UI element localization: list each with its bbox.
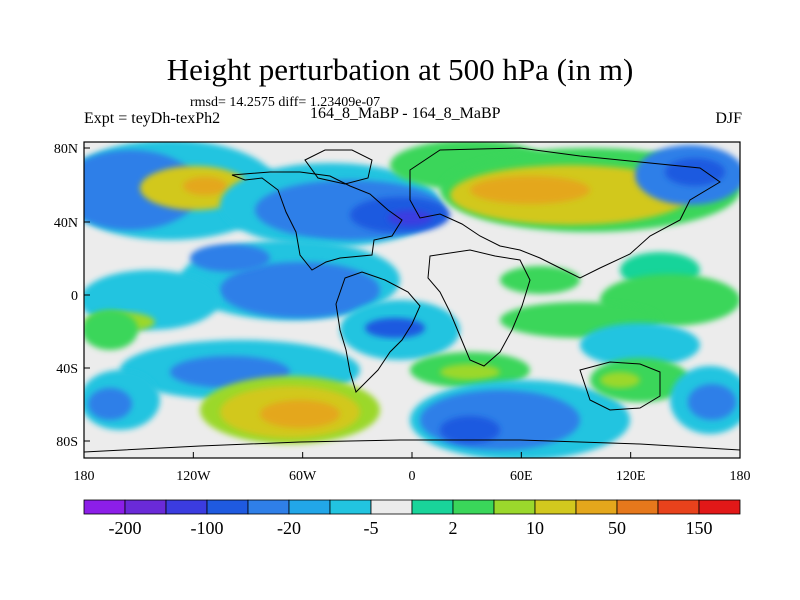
longitude-tick-label: 120W <box>176 469 211 484</box>
greenland-outline <box>304 149 373 185</box>
longitude-tick-label: 60E <box>510 469 533 484</box>
colorbar-swatch <box>329 499 372 515</box>
longitude-axis: 180 120W 60W 0 60E 120E 180 <box>74 452 751 484</box>
colorbar-swatch <box>657 499 700 515</box>
run-label: 164_8_MaBP - 164_8_MaBP <box>310 105 501 122</box>
colorbar-swatch <box>247 499 290 515</box>
contour-region-green <box>84 310 138 350</box>
longitude-tick-label: 120E <box>616 469 646 484</box>
season-label: DJF <box>715 110 742 127</box>
colorbar-swatch <box>124 499 167 515</box>
colorbar-swatch <box>206 499 249 515</box>
contour-region-darkblue <box>665 158 725 186</box>
contour-region-cyan <box>580 323 700 367</box>
colorbar-swatch <box>411 499 454 515</box>
contour-field <box>84 142 740 458</box>
contour-region-blue <box>88 388 132 420</box>
colorbar-label: -100 <box>191 518 224 538</box>
colorbar-swatch <box>534 499 577 515</box>
latitude-tick-label: 80S <box>56 435 78 450</box>
colorbar-swatch <box>493 499 536 515</box>
colorbar-swatch <box>165 499 208 515</box>
eurasia-outline <box>409 147 721 279</box>
latitude-tick-label: 40S <box>56 362 78 377</box>
colorbar-swatch <box>616 499 659 515</box>
contour-region-lime <box>600 372 640 388</box>
contour-region-blue <box>688 384 736 420</box>
colorbar-swatch <box>575 499 618 515</box>
contour-region-blue <box>190 244 270 272</box>
contour-region-orange <box>470 176 590 204</box>
contour-region-darkblue <box>365 318 425 338</box>
map-title: Height perturbation at 500 hPa (in m) <box>166 52 634 87</box>
contour-region-orange <box>260 400 340 428</box>
contour-region-orange <box>183 177 227 195</box>
latitude-axis: 80N 40N 0 40S 80S <box>54 142 90 450</box>
longitude-tick-label: 60W <box>289 469 317 484</box>
colorbar-swatch <box>452 499 495 515</box>
south-america-outline <box>335 271 421 393</box>
colorbar-label: 2 <box>449 518 458 538</box>
africa-outline <box>427 249 531 367</box>
experiment-label: Expt = teyDh-texPh2 <box>84 110 221 127</box>
colorbar: -200 -100 -20 -5 2 10 50 150 <box>83 499 741 538</box>
coastline-outlines <box>84 147 740 453</box>
contour-region-green <box>500 266 580 294</box>
longitude-tick-label: 180 <box>74 469 95 484</box>
colorbar-label: -20 <box>277 518 301 538</box>
antarctica-outline <box>84 439 740 453</box>
contour-region-lime <box>440 364 500 380</box>
colorbar-label: 150 <box>686 518 713 538</box>
stats-line: rmsd= 14.2575 diff= 1.23409e-07 <box>190 95 381 110</box>
contour-region-darkblue <box>440 416 500 444</box>
contour-region-navy <box>388 210 432 226</box>
latitude-tick-label: 80N <box>54 142 78 157</box>
longitude-tick-label: 0 <box>409 469 416 484</box>
colorbar-swatch <box>370 499 413 515</box>
colorbar-swatch <box>83 499 126 515</box>
colorbar-label: -5 <box>364 518 379 538</box>
north-america-outline <box>231 171 403 271</box>
latitude-tick-label: 40N <box>54 216 78 231</box>
colorbar-swatch <box>698 499 741 515</box>
latitude-tick-label: 0 <box>71 289 78 304</box>
colorbar-label: -200 <box>109 518 142 538</box>
australia-outline <box>579 361 661 411</box>
colorbar-swatch <box>288 499 331 515</box>
longitude-tick-label: 180 <box>730 469 751 484</box>
colorbar-label: 50 <box>608 518 626 538</box>
colorbar-label: 10 <box>526 518 544 538</box>
contour-region-blue <box>220 262 380 318</box>
